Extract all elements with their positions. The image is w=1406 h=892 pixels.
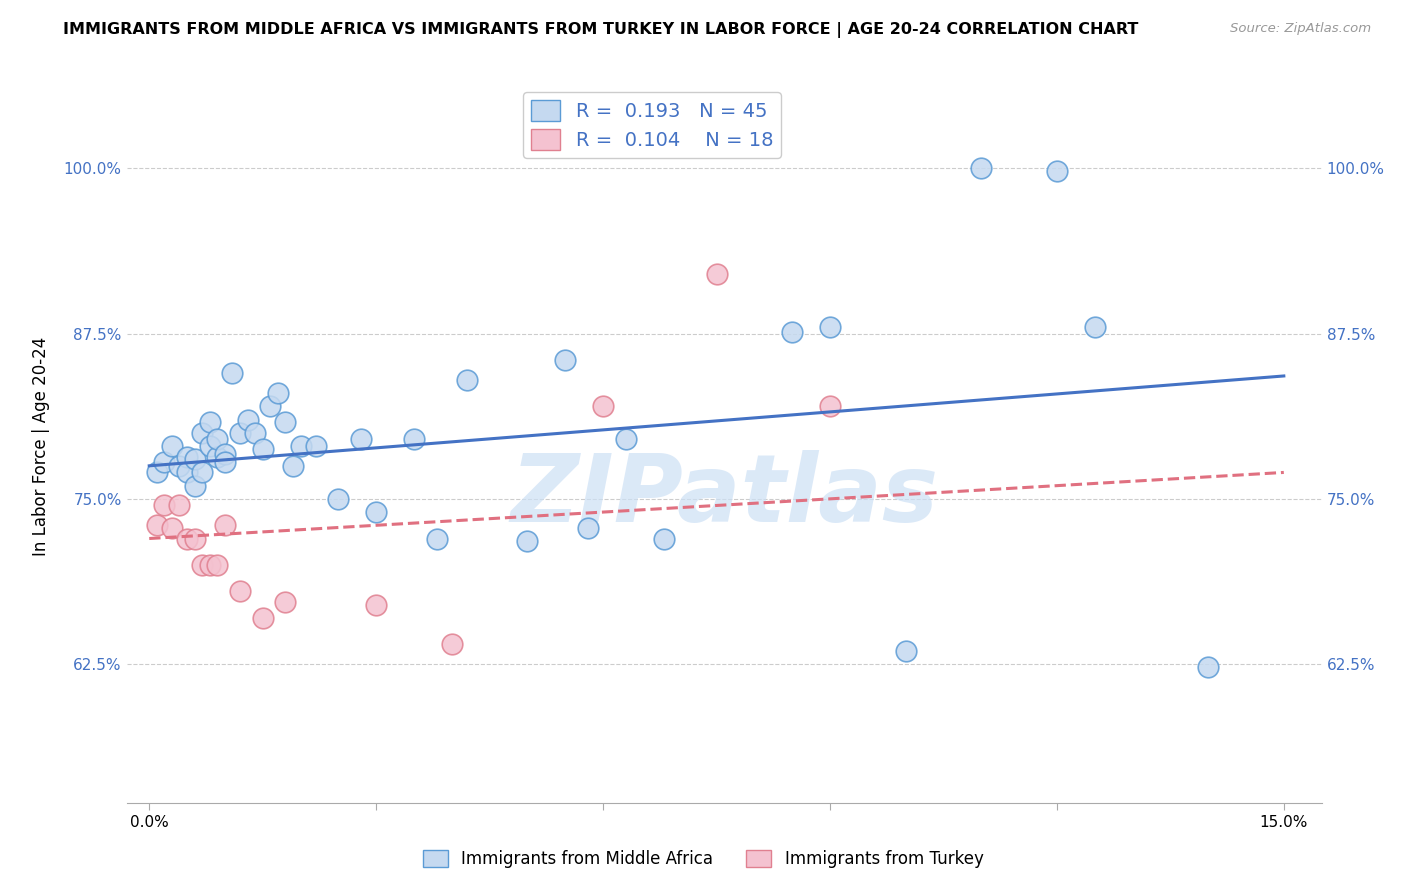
Point bbox=[236, 412, 259, 426]
Point bbox=[252, 442, 274, 456]
Point bbox=[183, 478, 205, 492]
Point bbox=[146, 466, 169, 480]
Point bbox=[516, 534, 538, 549]
Point bbox=[440, 637, 463, 651]
Point bbox=[198, 439, 221, 453]
Text: Source: ZipAtlas.com: Source: ZipAtlas.com bbox=[1230, 22, 1371, 36]
Point bbox=[169, 499, 191, 513]
Point bbox=[274, 415, 297, 429]
Point bbox=[207, 558, 229, 572]
Point bbox=[214, 518, 236, 533]
Point bbox=[252, 611, 274, 625]
Point bbox=[304, 439, 326, 453]
Point bbox=[1084, 320, 1107, 334]
Point bbox=[1197, 659, 1219, 673]
Point bbox=[176, 450, 198, 464]
Point bbox=[214, 447, 236, 461]
Point bbox=[818, 400, 841, 414]
Point bbox=[207, 433, 229, 447]
Point bbox=[402, 433, 425, 447]
Point bbox=[426, 532, 449, 546]
Point bbox=[1046, 164, 1069, 178]
Point bbox=[160, 521, 183, 535]
Point bbox=[214, 455, 236, 469]
Point bbox=[191, 558, 214, 572]
Point bbox=[198, 558, 221, 572]
Text: ZIPatlas: ZIPatlas bbox=[510, 450, 938, 542]
Point bbox=[366, 505, 388, 519]
Point bbox=[592, 400, 614, 414]
Point bbox=[652, 532, 675, 546]
Point bbox=[160, 439, 183, 453]
Point bbox=[614, 433, 637, 447]
Point bbox=[274, 595, 297, 609]
Point bbox=[259, 400, 281, 414]
Point bbox=[350, 433, 373, 447]
Point bbox=[970, 161, 993, 176]
Point bbox=[290, 439, 312, 453]
Point bbox=[198, 415, 221, 429]
Point bbox=[706, 267, 728, 281]
Point bbox=[183, 452, 205, 467]
Point bbox=[191, 425, 214, 440]
Point bbox=[176, 466, 198, 480]
Point bbox=[366, 598, 388, 612]
Point bbox=[267, 386, 290, 401]
Point bbox=[183, 532, 205, 546]
Point bbox=[169, 458, 191, 473]
Point bbox=[191, 466, 214, 480]
Point bbox=[780, 326, 803, 340]
Point bbox=[328, 491, 350, 506]
Point bbox=[281, 458, 304, 473]
Point bbox=[146, 518, 169, 533]
Point bbox=[243, 425, 266, 440]
Legend: Immigrants from Middle Africa, Immigrants from Turkey: Immigrants from Middle Africa, Immigrant… bbox=[416, 843, 990, 875]
Point bbox=[576, 521, 599, 535]
Point bbox=[229, 584, 252, 599]
Point bbox=[207, 450, 229, 464]
Point bbox=[554, 353, 576, 368]
Y-axis label: In Labor Force | Age 20-24: In Labor Force | Age 20-24 bbox=[32, 336, 49, 556]
Point bbox=[894, 644, 917, 658]
Point bbox=[176, 532, 198, 546]
Legend: R =  0.193   N = 45, R =  0.104    N = 18: R = 0.193 N = 45, R = 0.104 N = 18 bbox=[523, 92, 782, 158]
Point bbox=[456, 373, 478, 387]
Point bbox=[221, 367, 243, 381]
Point bbox=[818, 320, 841, 334]
Point bbox=[153, 455, 176, 469]
Point bbox=[229, 425, 252, 440]
Text: IMMIGRANTS FROM MIDDLE AFRICA VS IMMIGRANTS FROM TURKEY IN LABOR FORCE | AGE 20-: IMMIGRANTS FROM MIDDLE AFRICA VS IMMIGRA… bbox=[63, 22, 1139, 38]
Point bbox=[153, 499, 176, 513]
